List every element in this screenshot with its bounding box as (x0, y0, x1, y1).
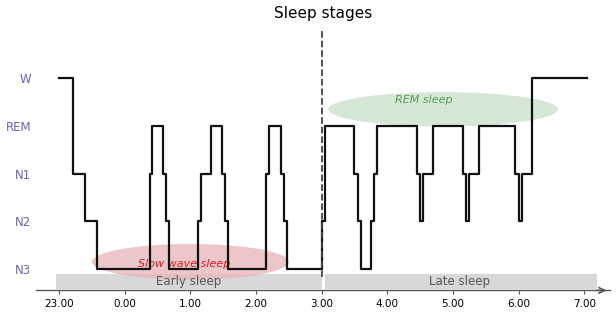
Bar (325, 274, 598, 289)
Text: Late sleep: Late sleep (429, 275, 490, 288)
Bar (55, 274, 322, 289)
Text: REM sleep: REM sleep (394, 95, 452, 105)
Ellipse shape (92, 244, 289, 280)
Ellipse shape (328, 92, 558, 126)
Title: Sleep stages: Sleep stages (274, 6, 372, 20)
Text: Early sleep: Early sleep (156, 275, 221, 288)
Text: Slow wave sleep: Slow wave sleep (137, 259, 230, 269)
